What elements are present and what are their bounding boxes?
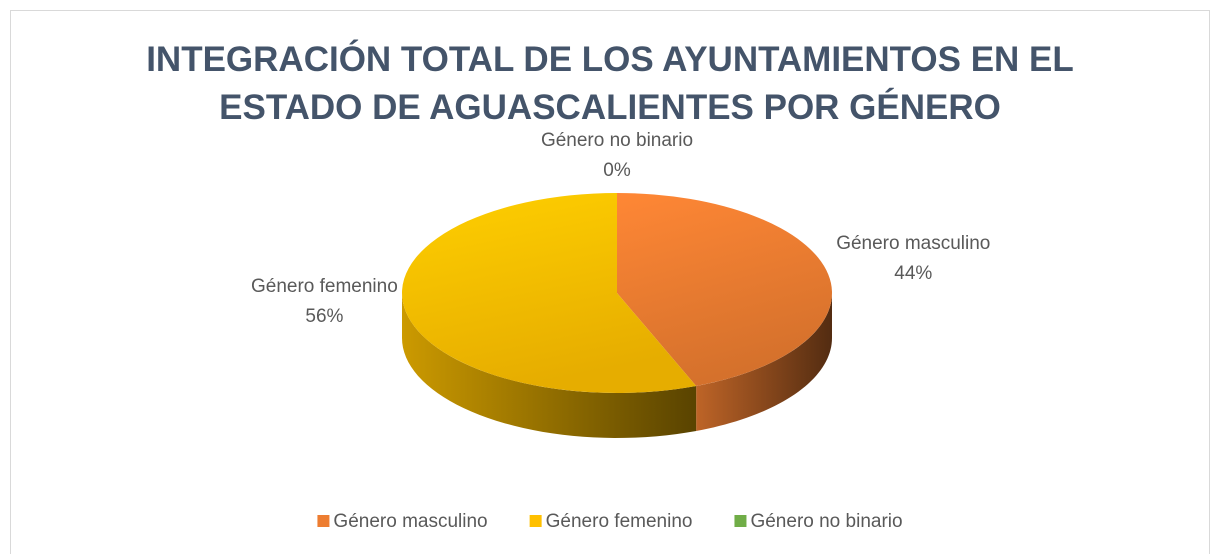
data-label-name: Género femenino: [251, 276, 398, 297]
legend-label: Género masculino: [333, 511, 487, 532]
data-label-name: Género masculino: [836, 233, 990, 254]
data-label-name: Género no binario: [541, 130, 693, 151]
legend-item: Género femenino: [529, 511, 693, 532]
legend-item: Género no binario: [734, 511, 903, 532]
legend-swatch: [529, 515, 542, 527]
legend-item: Género masculino: [317, 511, 488, 532]
legend-swatch: [317, 515, 330, 527]
slice-side: [696, 293, 832, 431]
data-label-value: 0%: [603, 160, 631, 181]
data-label-value: 44%: [894, 263, 932, 284]
legend-swatch: [734, 515, 747, 527]
slice-side: [402, 293, 697, 438]
chart-title: INTEGRACIÓN TOTAL DE LOS AYUNTAMIENTOS E…: [146, 40, 1074, 127]
data-label-value: 56%: [305, 306, 343, 327]
slice: [402, 193, 697, 393]
legend-label: Género femenino: [546, 511, 693, 532]
slice: [617, 193, 833, 386]
legend-label: Género no binario: [750, 511, 902, 532]
